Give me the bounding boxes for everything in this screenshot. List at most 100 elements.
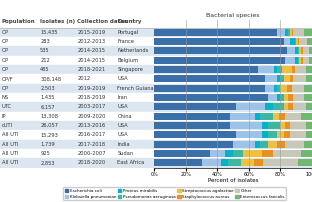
Text: All UTI: All UTI xyxy=(2,133,18,138)
Text: USA: USA xyxy=(117,104,128,109)
Bar xyxy=(306,103,312,110)
Bar xyxy=(154,122,230,129)
Text: 308,148: 308,148 xyxy=(40,77,61,81)
Text: 13,308: 13,308 xyxy=(40,114,58,119)
Bar xyxy=(233,141,255,148)
Text: 6,157: 6,157 xyxy=(40,104,55,109)
Bar xyxy=(236,103,265,110)
Bar xyxy=(0,37,154,46)
Bar xyxy=(280,76,284,82)
Bar xyxy=(284,132,290,139)
Bar xyxy=(154,37,312,46)
Bar xyxy=(288,94,293,101)
Text: OP: OP xyxy=(2,48,8,54)
Text: Country: Country xyxy=(117,19,142,24)
Text: 2012-2013: 2012-2013 xyxy=(77,39,105,44)
Bar xyxy=(255,141,260,148)
Text: 2014-2015: 2014-2015 xyxy=(77,58,105,63)
Bar xyxy=(284,76,290,82)
Text: All UTI: All UTI xyxy=(2,142,18,147)
Text: 2016-2017: 2016-2017 xyxy=(77,133,105,138)
Text: 2015-2019: 2015-2019 xyxy=(77,30,105,35)
Bar xyxy=(0,149,154,158)
Bar xyxy=(154,28,312,37)
Text: OP: OP xyxy=(2,86,8,91)
Bar xyxy=(154,94,268,101)
Bar xyxy=(0,74,154,84)
Bar xyxy=(0,102,154,112)
Bar xyxy=(290,29,291,36)
Bar xyxy=(265,85,274,92)
Bar xyxy=(154,76,265,82)
Text: Belgium: Belgium xyxy=(117,58,139,63)
Bar xyxy=(298,38,300,45)
Bar xyxy=(0,140,154,149)
Text: Isolates (n): Isolates (n) xyxy=(40,19,75,24)
Bar xyxy=(277,85,280,92)
Bar xyxy=(304,141,312,148)
Bar xyxy=(154,121,312,130)
Text: 2017-2018: 2017-2018 xyxy=(77,142,105,147)
Text: NS: NS xyxy=(2,95,9,100)
Bar xyxy=(290,76,293,82)
Bar xyxy=(154,56,312,65)
Bar xyxy=(154,112,312,121)
Bar xyxy=(287,85,291,92)
Bar xyxy=(293,76,306,82)
Bar xyxy=(301,113,312,120)
Text: India: India xyxy=(117,142,130,147)
Bar xyxy=(154,150,210,157)
Bar xyxy=(236,132,261,139)
Bar xyxy=(296,38,298,45)
Bar xyxy=(154,47,287,55)
Bar xyxy=(274,85,277,92)
Bar xyxy=(303,47,309,55)
Bar xyxy=(233,150,243,157)
Bar xyxy=(260,141,268,148)
Bar xyxy=(301,57,303,64)
Bar xyxy=(154,102,312,112)
Text: All UTI: All UTI xyxy=(2,151,18,156)
Bar xyxy=(154,65,312,74)
Bar xyxy=(0,158,154,168)
Bar xyxy=(228,160,241,166)
Text: France: France xyxy=(117,39,134,44)
Text: 1,435: 1,435 xyxy=(40,95,55,100)
Bar xyxy=(261,132,268,139)
Text: China: China xyxy=(117,114,132,119)
Bar xyxy=(285,57,295,64)
Text: Netherlands: Netherlands xyxy=(117,48,149,54)
Bar xyxy=(285,29,288,36)
Bar xyxy=(154,158,312,168)
Bar xyxy=(290,38,295,45)
Bar xyxy=(301,150,312,157)
Bar xyxy=(154,74,312,84)
Text: cUTI: cUTI xyxy=(2,123,12,128)
Bar xyxy=(290,132,306,139)
Bar xyxy=(225,150,233,157)
Bar xyxy=(268,132,277,139)
Text: 2019-2019: 2019-2019 xyxy=(77,86,105,91)
Bar xyxy=(154,141,233,148)
Bar xyxy=(303,57,309,64)
Bar xyxy=(154,140,312,149)
Text: IP: IP xyxy=(2,114,6,119)
Bar xyxy=(154,85,265,92)
Text: 535: 535 xyxy=(40,48,50,54)
Bar xyxy=(230,122,261,129)
Bar xyxy=(293,94,304,101)
Bar xyxy=(300,47,301,55)
X-axis label: Percent of isolates: Percent of isolates xyxy=(208,178,258,183)
Text: 15,293: 15,293 xyxy=(40,133,58,138)
Bar xyxy=(277,132,284,139)
Text: All UTI: All UTI xyxy=(2,161,18,165)
Bar xyxy=(154,149,312,158)
Text: OP: OP xyxy=(2,30,8,35)
Bar xyxy=(154,57,285,64)
Title: Bacterial species: Bacterial species xyxy=(207,13,260,18)
Bar xyxy=(255,113,260,120)
Text: 212: 212 xyxy=(40,58,50,63)
Bar xyxy=(280,85,287,92)
Bar xyxy=(295,57,298,64)
Text: 1,739: 1,739 xyxy=(40,142,55,147)
